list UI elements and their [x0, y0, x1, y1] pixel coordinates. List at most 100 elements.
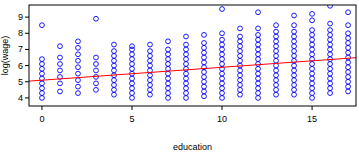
point [328, 71, 333, 76]
point [292, 92, 297, 97]
point [346, 65, 351, 70]
point [112, 58, 117, 63]
point [166, 76, 171, 81]
point [130, 86, 135, 91]
point [310, 28, 315, 33]
y-tick-label: 4 [18, 93, 23, 103]
point [58, 81, 63, 86]
point [40, 57, 45, 62]
point [256, 10, 261, 15]
point [184, 42, 189, 47]
point [202, 70, 207, 75]
point [220, 76, 225, 81]
point [310, 96, 315, 101]
point [256, 37, 261, 42]
x-tick [131, 106, 132, 110]
point [58, 62, 63, 67]
point [256, 57, 261, 62]
point [328, 28, 333, 33]
point [202, 84, 207, 89]
point [130, 81, 135, 86]
point [274, 39, 279, 44]
point [112, 78, 117, 83]
point [184, 62, 189, 67]
point [256, 66, 261, 71]
point [292, 13, 297, 18]
point [202, 75, 207, 80]
point [310, 11, 315, 16]
y-tick-label: 7 [18, 44, 23, 54]
point [292, 34, 297, 39]
point [58, 89, 63, 94]
point [238, 92, 243, 97]
point [166, 57, 171, 62]
point [292, 68, 297, 73]
point [202, 41, 207, 46]
point [94, 68, 99, 73]
point [346, 75, 351, 80]
point [328, 76, 333, 81]
point [274, 87, 279, 92]
point [328, 86, 333, 91]
point [130, 44, 135, 49]
x-tick-label: 0 [39, 114, 44, 124]
point [310, 76, 315, 81]
point [202, 94, 207, 99]
point [166, 52, 171, 57]
point [148, 49, 153, 54]
point [238, 34, 243, 39]
point [130, 52, 135, 57]
point [310, 47, 315, 52]
point [184, 47, 189, 52]
point [40, 86, 45, 91]
point [148, 54, 153, 59]
point [202, 60, 207, 65]
y-tick [25, 33, 29, 34]
point [274, 49, 279, 54]
point [58, 44, 63, 49]
x-tick [41, 106, 42, 110]
y-tick-label: 8 [18, 28, 23, 38]
point [40, 62, 45, 67]
point [220, 47, 225, 52]
point [40, 96, 45, 101]
point [148, 87, 153, 92]
point [130, 62, 135, 67]
point [292, 29, 297, 34]
point [220, 71, 225, 76]
point [310, 86, 315, 91]
point [112, 68, 117, 73]
point [184, 71, 189, 76]
y-tick [25, 17, 29, 18]
point [130, 57, 135, 62]
point [94, 81, 99, 86]
point [274, 29, 279, 34]
point [130, 96, 135, 101]
point [166, 62, 171, 67]
point [112, 83, 117, 88]
point [166, 71, 171, 76]
x-tick-label: 5 [129, 114, 134, 124]
point [310, 91, 315, 96]
point [148, 58, 153, 63]
point [220, 86, 225, 91]
point [256, 76, 261, 81]
point [202, 45, 207, 50]
point [310, 18, 315, 23]
point [166, 86, 171, 91]
point [148, 92, 153, 97]
point [328, 21, 333, 26]
point [184, 57, 189, 62]
point [184, 96, 189, 101]
point [328, 47, 333, 52]
point [274, 68, 279, 73]
point [148, 63, 153, 68]
point [40, 71, 45, 76]
x-tick-label: 10 [217, 114, 227, 124]
point [328, 52, 333, 57]
point [310, 37, 315, 42]
point [346, 23, 351, 28]
point [148, 83, 153, 88]
point [238, 68, 243, 73]
point [346, 36, 351, 41]
